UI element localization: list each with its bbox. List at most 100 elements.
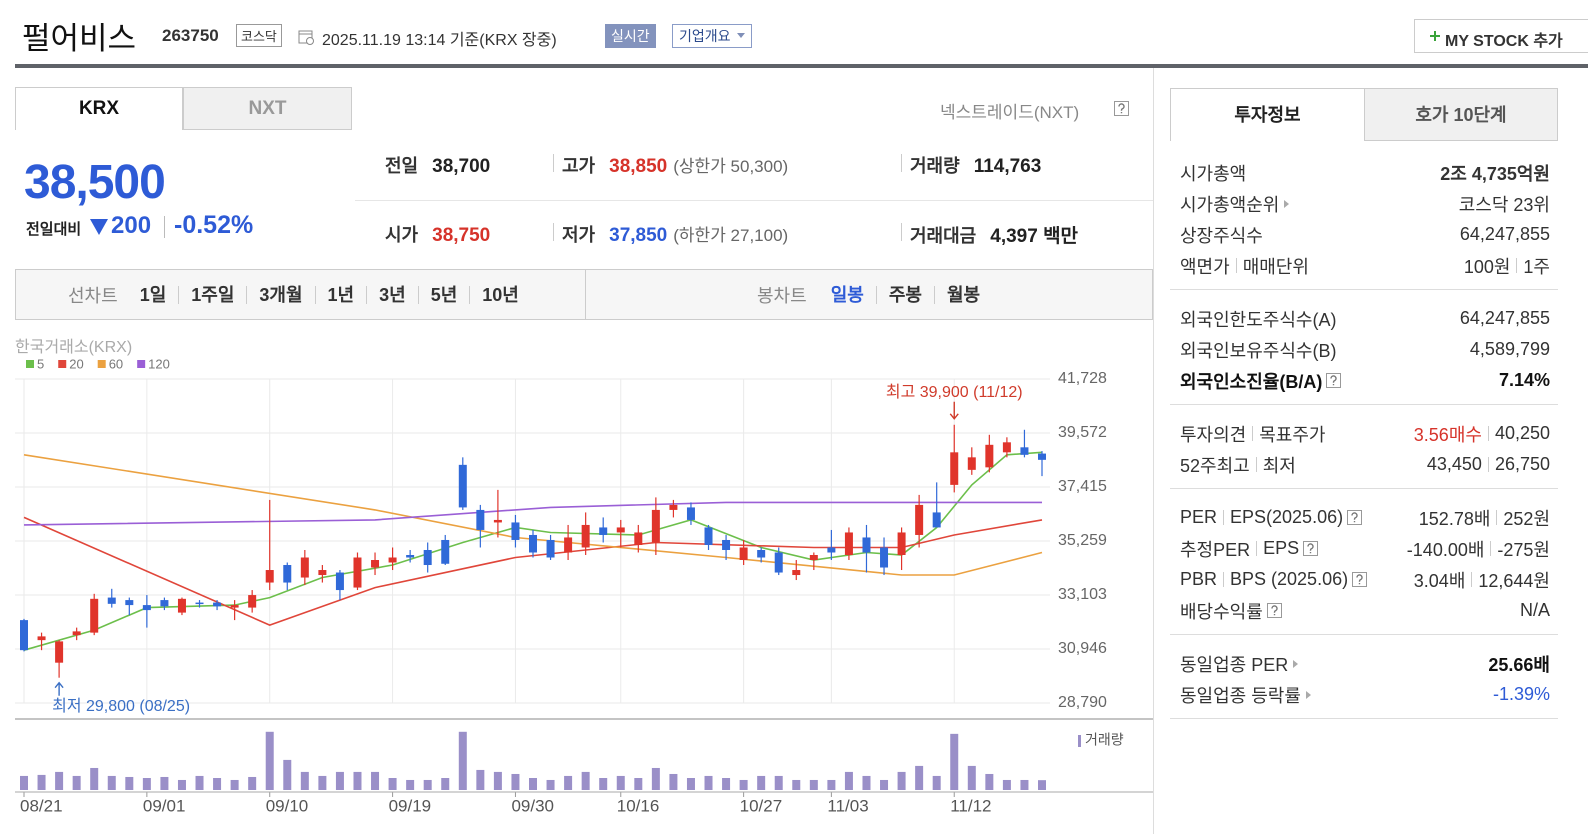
info-labels: 동일업종 등락률 — [1180, 682, 1313, 708]
y-tick-label: 39,572 — [1058, 424, 1107, 441]
info-value: 3.56매수 — [1413, 424, 1482, 445]
period-button[interactable]: 10년 — [469, 285, 531, 304]
header-rule — [15, 64, 1588, 68]
period-button[interactable]: 5년 — [417, 285, 470, 304]
my-stock-button[interactable]: MY STOCK 추가 — [1414, 19, 1588, 53]
invest-info-panel: 시가총액 2조 4,735억원 시가총액순위 코스닥 23위 상장주식수 64,247,8… — [1170, 144, 1558, 719]
period-button[interactable]: 1주일 — [178, 285, 246, 304]
quote-value: 4,397 백만 — [990, 226, 1079, 247]
info-label: 매매단위 — [1242, 256, 1309, 277]
help-icon — [1114, 101, 1129, 117]
candle-body — [1002, 442, 1011, 453]
tab-krx[interactable]: KRX — [15, 87, 183, 130]
volume-bar — [406, 779, 415, 790]
volume-bar — [72, 775, 81, 790]
info-value: 43,450 — [1426, 454, 1482, 474]
candle-chart-options: 봉차트 일봉 주봉 월봉 — [757, 270, 992, 319]
candle-body — [230, 605, 239, 608]
volume-bar — [757, 775, 766, 790]
candle-body — [72, 631, 81, 636]
quote-item: 거래량 114,763 — [910, 152, 1041, 178]
candle-period-button[interactable]: 월봉 — [933, 285, 992, 304]
x-tick-label: 09/19 — [389, 796, 432, 815]
info-label: 투자의견 — [1180, 424, 1247, 445]
candle-period-button[interactable]: 일봉 — [830, 284, 864, 305]
candle-body — [669, 504, 678, 510]
annotation-arrow — [949, 401, 959, 420]
info-label: BPS (2025.06) — [1230, 569, 1349, 589]
candle-body — [248, 595, 257, 608]
info-label: 배당수익률 — [1180, 601, 1263, 622]
candle-body — [564, 537, 573, 553]
help-icon — [1352, 572, 1368, 587]
quote-label: 저가 — [562, 225, 596, 245]
info-values: 43,450 26,750 — [1427, 454, 1550, 475]
y-tick-label: 30,946 — [1058, 640, 1107, 657]
info-labels: 액면가 매매단위 — [1180, 253, 1309, 279]
period-button[interactable]: 1일 — [139, 284, 167, 305]
candle-body — [37, 636, 46, 641]
y-tick-label: 28,790 — [1058, 694, 1107, 711]
candle-body — [177, 598, 186, 613]
candle-body — [300, 557, 309, 578]
separator — [1235, 258, 1237, 273]
info-row: 외국인소진율(B/A) 7.14% — [1170, 365, 1558, 396]
info-values: 64,247,855 — [1460, 224, 1550, 245]
period-button[interactable]: 1년 — [314, 285, 367, 304]
info-value: 152.78배 — [1418, 508, 1491, 529]
legend-label: 20 — [69, 356, 83, 371]
nxt-link[interactable]: 넥스트레이드(NXT) — [940, 103, 1080, 122]
candle-period-button[interactable]: 주봉 — [875, 285, 934, 304]
my-stock-text: MY STOCK 추가 — [1445, 33, 1563, 50]
info-row: 동일업종 PER 25.66배 — [1170, 648, 1558, 679]
realtime-button[interactable]: 실시간 — [605, 24, 656, 48]
info-values: 100원 1주 — [1464, 253, 1550, 279]
legend-label: 5 — [37, 356, 44, 371]
volume-bar — [581, 771, 590, 790]
legend-label: 60 — [109, 356, 123, 371]
tab-order-book[interactable]: 호가 10단계 — [1364, 88, 1558, 141]
info-label: PBR — [1180, 569, 1218, 589]
separator — [1223, 572, 1225, 587]
info-row: 동일업종 등락률 -1.39% — [1170, 679, 1558, 710]
volume-bar — [967, 765, 976, 790]
candle-body — [546, 539, 555, 558]
info-label: 동일업종 PER — [1180, 654, 1289, 675]
separator — [1471, 572, 1473, 587]
period-button[interactable]: 3년 — [366, 285, 418, 304]
x-tick-label: 11/03 — [827, 796, 868, 815]
x-tick-label: 10/27 — [740, 796, 783, 815]
separator — [553, 223, 554, 241]
info-group: 투자의견 목표주가 3.56매수 40,250 52주최고 최저 43,450 26,750 — [1170, 405, 1558, 489]
y-tick-label: 33,103 — [1058, 586, 1107, 603]
help-mark — [1330, 375, 1337, 386]
period-button[interactable]: 3개월 — [246, 285, 314, 304]
legend-swatch — [58, 360, 67, 368]
volume-bar — [599, 778, 608, 790]
info-label: 시가총액순위 — [1180, 194, 1280, 215]
volume-bar — [915, 765, 924, 790]
candle-body — [686, 507, 695, 520]
quote-label: 고가 — [562, 156, 596, 176]
quote-note: (하한가 27,100) — [673, 226, 789, 245]
separator — [1487, 457, 1489, 472]
candle-body — [967, 457, 976, 470]
separator — [901, 223, 902, 241]
tab-nxt[interactable]: NXT — [183, 87, 352, 130]
company-info-button[interactable]: 기업개요 — [672, 24, 752, 48]
info-values: 7.14% — [1499, 370, 1550, 391]
tab-invest-info[interactable]: 투자정보 — [1170, 88, 1365, 141]
candle-body — [107, 597, 116, 604]
change-value: 200 — [111, 212, 152, 239]
candle-body — [1038, 453, 1046, 460]
info-label: 액면가 — [1180, 256, 1230, 277]
quote-item: 고가 38,850 (상한가 50,300) — [562, 152, 788, 178]
info-value: 100원 — [1463, 256, 1511, 277]
current-price: 38,500 — [24, 156, 166, 209]
info-label: 목표주가 — [1259, 424, 1326, 445]
volume-bar — [809, 779, 818, 790]
candle-body — [458, 464, 467, 508]
info-label: 최저 — [1262, 455, 1296, 476]
info-group: 동일업종 PER 25.66배 동일업종 등락률 -1.39% — [1170, 635, 1558, 719]
